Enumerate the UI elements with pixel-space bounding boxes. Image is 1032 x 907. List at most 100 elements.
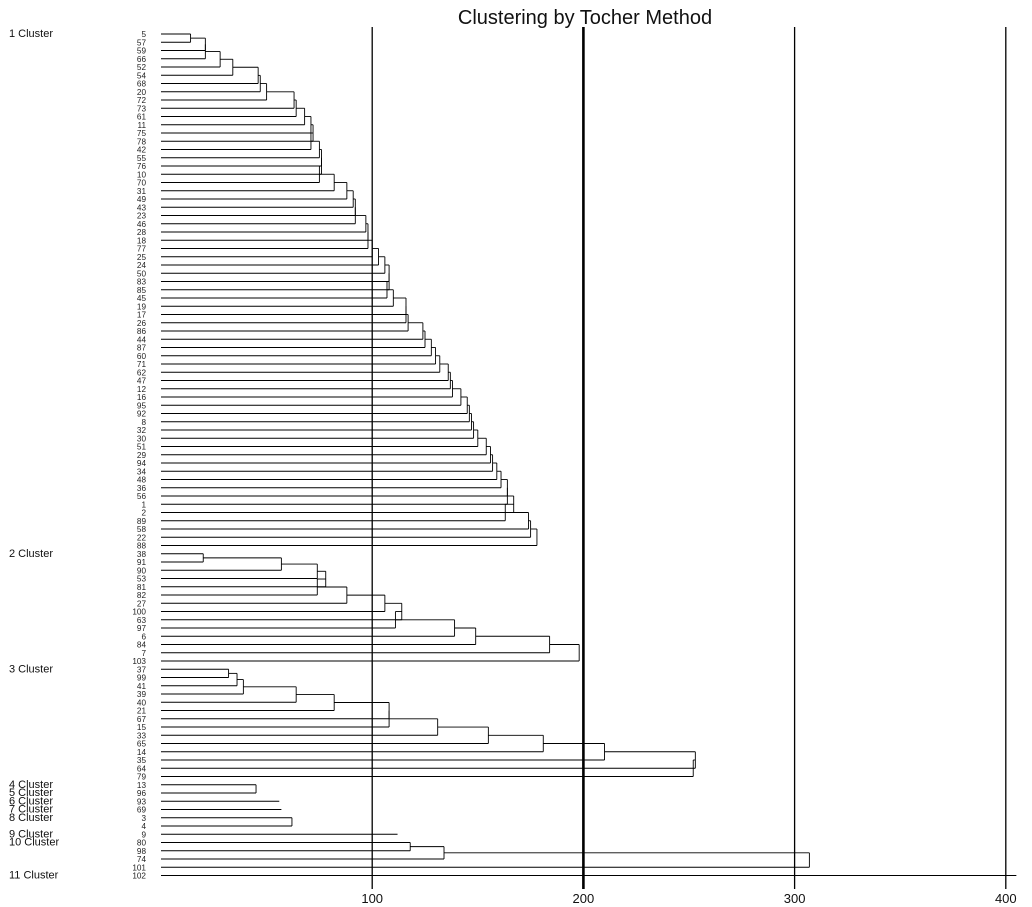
leaf-label: 40 (137, 698, 147, 707)
leaf-label: 21 (137, 707, 147, 716)
leaf-label: 54 (137, 71, 147, 80)
leaf-label: 53 (137, 575, 147, 584)
leaf-label: 83 (137, 278, 147, 287)
x-axis-ticks: 100 200 300 400 (361, 891, 1016, 906)
leaf-label: 41 (137, 682, 147, 691)
leaf-label: 56 (137, 492, 147, 501)
leaf-label: 36 (137, 484, 147, 493)
leaf-label: 69 (137, 806, 147, 815)
leaf-label: 62 (137, 368, 147, 377)
leaf-label: 31 (137, 187, 147, 196)
leaf-label: 1 (141, 500, 146, 509)
cluster-label: 10 Cluster (9, 837, 59, 849)
leaf-label: 16 (137, 393, 147, 402)
leaf-label: 95 (137, 401, 147, 410)
leaf-label: 24 (137, 261, 147, 270)
dendrogram-brackets (161, 33, 1017, 876)
leaf-label: 34 (137, 467, 147, 476)
leaf-label: 82 (137, 591, 147, 600)
leaf-label: 9 (141, 830, 146, 839)
leaf-label: 98 (137, 847, 147, 856)
leaf-label: 22 (137, 533, 147, 542)
leaf-label: 29 (137, 451, 147, 460)
leaf-label: 10 (137, 170, 147, 179)
leaf-label: 66 (137, 55, 147, 64)
leaf-label: 15 (137, 723, 147, 732)
chart-title: Clustering by Tocher Method (458, 7, 712, 29)
leaf-label: 71 (137, 360, 147, 369)
leaf-label: 46 (137, 220, 147, 229)
leaf-label: 88 (137, 542, 147, 551)
x-tick-label: 100 (361, 891, 383, 906)
leaf-label: 70 (137, 179, 147, 188)
leaf-label: 42 (137, 146, 147, 155)
leaf-label: 73 (137, 104, 147, 113)
leaf-label: 49 (137, 195, 147, 204)
leaf-label: 55 (137, 154, 147, 163)
leaf-label: 101 (132, 863, 146, 872)
leaf-label: 18 (137, 236, 147, 245)
leaf-label: 65 (137, 740, 147, 749)
leaf-label: 30 (137, 434, 147, 443)
leaf-label: 87 (137, 344, 147, 353)
leaf-label: 23 (137, 212, 147, 221)
leaf-label: 103 (132, 657, 146, 666)
leaf-label: 28 (137, 228, 147, 237)
leaf-label: 91 (137, 558, 147, 567)
leaf-label: 37 (137, 665, 147, 674)
leaf-label: 38 (137, 550, 147, 559)
leaf-label: 44 (137, 335, 147, 344)
x-tick-label: 200 (573, 891, 595, 906)
x-tick-label: 300 (784, 891, 806, 906)
leaf-label: 85 (137, 286, 147, 295)
cluster-label: 6 Cluster (9, 795, 53, 807)
cluster-label: 4 Cluster (9, 779, 53, 791)
leaf-label: 32 (137, 426, 147, 435)
cluster-label: 5 Cluster (9, 787, 53, 799)
leaf-label: 61 (137, 113, 147, 122)
leaf-label: 76 (137, 162, 147, 171)
leaf-label: 89 (137, 517, 147, 526)
leaf-label: 17 (137, 311, 147, 320)
leaf-label: 13 (137, 781, 147, 790)
leaf-label: 5 (141, 30, 146, 39)
leaf-label: 100 (132, 608, 146, 617)
leaf-label: 43 (137, 203, 147, 212)
leaf-label: 20 (137, 88, 147, 97)
leaf-label: 3 (141, 814, 146, 823)
leaf-label: 12 (137, 385, 147, 394)
leaf-label: 50 (137, 269, 147, 278)
leaf-label: 75 (137, 129, 147, 138)
leaf-label: 102 (132, 872, 146, 881)
cluster-label: 11 Cluster (9, 870, 59, 882)
leaf-label: 60 (137, 352, 147, 361)
leaf-label: 11 (138, 121, 147, 130)
leaf-labels: 5575966525468207273611175784255761070314… (132, 30, 146, 881)
cluster-label: 7 Cluster (9, 804, 53, 816)
leaf-label: 48 (137, 476, 147, 485)
leaf-label: 57 (137, 38, 147, 47)
leaf-label: 7 (141, 649, 146, 658)
leaf-label: 64 (137, 764, 147, 773)
leaf-label: 77 (137, 245, 147, 254)
leaf-label: 93 (137, 797, 147, 806)
leaf-label: 8 (141, 418, 146, 427)
leaf-label: 59 (137, 47, 147, 56)
x-tick-label: 400 (995, 891, 1017, 906)
leaf-label: 39 (137, 690, 147, 699)
leaf-label: 19 (137, 302, 147, 311)
leaf-label: 79 (137, 773, 147, 782)
leaf-label: 47 (137, 377, 147, 386)
leaf-label: 35 (137, 756, 147, 765)
leaf-label: 78 (137, 137, 147, 146)
leaf-label: 14 (137, 748, 147, 757)
leaf-label: 72 (137, 96, 147, 105)
leaf-label: 90 (137, 566, 147, 575)
leaf-label: 92 (137, 410, 147, 419)
cluster-label: 8 Cluster (9, 812, 53, 824)
cluster-label: 2 Cluster (9, 548, 53, 560)
leaf-label: 25 (137, 253, 147, 262)
leaf-label: 6 (141, 632, 146, 641)
leaf-label: 96 (137, 789, 147, 798)
